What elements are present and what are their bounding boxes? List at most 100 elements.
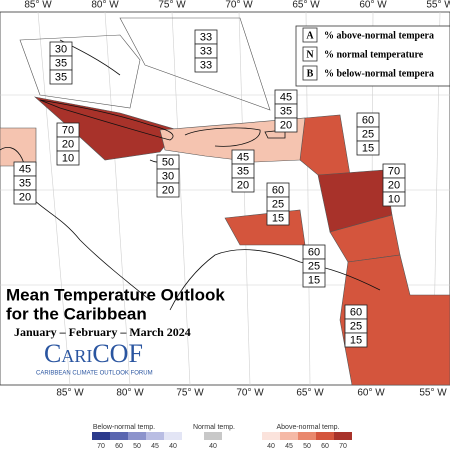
- probability-value: 60: [308, 246, 320, 258]
- longitude-label-top: 75° W: [158, 0, 186, 11]
- outlook-regions: [0, 17, 450, 386]
- probability-cell: [156, 182, 180, 198]
- probability-value: 15: [350, 334, 362, 346]
- key-text: % below-normal tempera: [324, 68, 434, 79]
- scale-tick: 60: [115, 443, 123, 450]
- probability-value: 35: [280, 105, 292, 117]
- probability-cell: [56, 150, 80, 166]
- logo-name: CariCOF: [44, 339, 143, 368]
- key-letter: A: [306, 30, 314, 41]
- probability-value: 33: [200, 45, 212, 57]
- probability-value: 10: [388, 193, 400, 205]
- scale-swatch: [316, 432, 334, 440]
- probability-value: 35: [19, 177, 31, 189]
- probability-value: 15: [272, 212, 284, 224]
- scale-tick: 45: [285, 443, 293, 450]
- probability-value: 45: [280, 91, 292, 103]
- probability-value: 45: [19, 163, 31, 175]
- region-guianas: [339, 254, 450, 386]
- region-belize: [0, 127, 37, 167]
- probability-value: 30: [162, 170, 174, 182]
- scale-tick: 40: [267, 443, 275, 450]
- probability-cell: [302, 272, 326, 288]
- coastlines: [0, 39, 381, 311]
- scale-tick: 60: [321, 443, 329, 450]
- scale-swatch: [262, 432, 280, 440]
- longitude-label-bottom: 75° W: [176, 388, 204, 399]
- scale-title: Below-normal temp.: [93, 424, 155, 431]
- probability-value: 20: [162, 184, 174, 196]
- probability-cell: [49, 69, 73, 85]
- probability-value: 10: [62, 152, 74, 164]
- longitude-label-bottom: 60° W: [357, 388, 385, 399]
- scale-swatch: [204, 432, 222, 440]
- probability-value: 25: [272, 198, 284, 210]
- probability-value: 35: [55, 71, 67, 83]
- probability-value: 20: [237, 179, 249, 191]
- scale-swatch: [280, 432, 298, 440]
- scale-title: Normal temp.: [193, 424, 235, 431]
- longitude-label-top: 70° W: [225, 0, 253, 11]
- probability-value: 35: [237, 165, 249, 177]
- probability-value: 20: [388, 179, 400, 191]
- probability-cell: [274, 117, 298, 133]
- probability-cell: [266, 210, 290, 226]
- scale-tick: 40: [209, 443, 217, 450]
- scale-swatch: [128, 432, 146, 440]
- probability-value: 20: [62, 138, 74, 150]
- scale-tick: 40: [169, 443, 177, 450]
- probability-value: 20: [19, 191, 31, 203]
- scale-swatch: [164, 432, 182, 440]
- key-box: [295, 25, 450, 87]
- key-letter: B: [307, 68, 314, 79]
- probability-cell: [382, 191, 406, 207]
- probability-value: 70: [388, 165, 400, 177]
- scale-swatch: [334, 432, 352, 440]
- probability-value: 60: [272, 184, 284, 196]
- key-letter: N: [306, 49, 314, 60]
- probability-value: 45: [237, 151, 249, 163]
- probability-cell: [13, 189, 37, 205]
- probability-value: 25: [350, 320, 362, 332]
- probability-value: 25: [362, 128, 374, 140]
- longitude-label-top: 65° W: [292, 0, 320, 11]
- scale-swatch: [298, 432, 316, 440]
- probability-value: 15: [308, 274, 320, 286]
- probability-value: 60: [350, 306, 362, 318]
- probability-cell: [356, 140, 380, 156]
- longitude-label-top: 80° W: [91, 0, 119, 11]
- scale-title: Above-normal temp.: [276, 424, 339, 431]
- probability-value: 15: [362, 142, 374, 154]
- probability-value: 20: [280, 119, 292, 131]
- logo-tagline: CARIBBEAN CLIMATE OUTLOOK FORUM: [36, 371, 153, 377]
- longitude-label-top: 60° W: [359, 0, 387, 11]
- scale-tick: 50: [133, 443, 141, 450]
- scale-tick: 70: [339, 443, 347, 450]
- probability-value: 70: [62, 124, 74, 136]
- key-text: % normal temperature: [324, 49, 424, 60]
- longitude-label-top: 55° W: [426, 0, 450, 11]
- probability-cell: [194, 57, 218, 73]
- scale-swatch: [146, 432, 164, 440]
- scale-tick: 50: [303, 443, 311, 450]
- probability-cell: [344, 332, 368, 348]
- probability-cell: [231, 177, 255, 193]
- longitude-label-bottom: 55° W: [419, 388, 447, 399]
- region-gulf: [19, 34, 141, 109]
- key-letter-box: [302, 46, 318, 62]
- longitude-label-bottom: 65° W: [296, 388, 324, 399]
- probability-value: 35: [55, 57, 67, 69]
- title-period: January – February – March 2024: [14, 325, 191, 339]
- scale-tick: 70: [97, 443, 105, 450]
- longitude-label-top: 85° W: [24, 0, 52, 11]
- key-letter-box: [302, 65, 318, 81]
- region-bahamas: [119, 17, 271, 111]
- longitude-label-bottom: 80° W: [116, 388, 144, 399]
- scale-swatch: [92, 432, 110, 440]
- probability-value: 25: [308, 260, 320, 272]
- probability-value: 60: [362, 114, 374, 126]
- key-text: % above-normal tempera: [324, 30, 434, 41]
- probability-value: 33: [200, 31, 212, 43]
- title-line-2: for the Caribbean: [6, 304, 147, 323]
